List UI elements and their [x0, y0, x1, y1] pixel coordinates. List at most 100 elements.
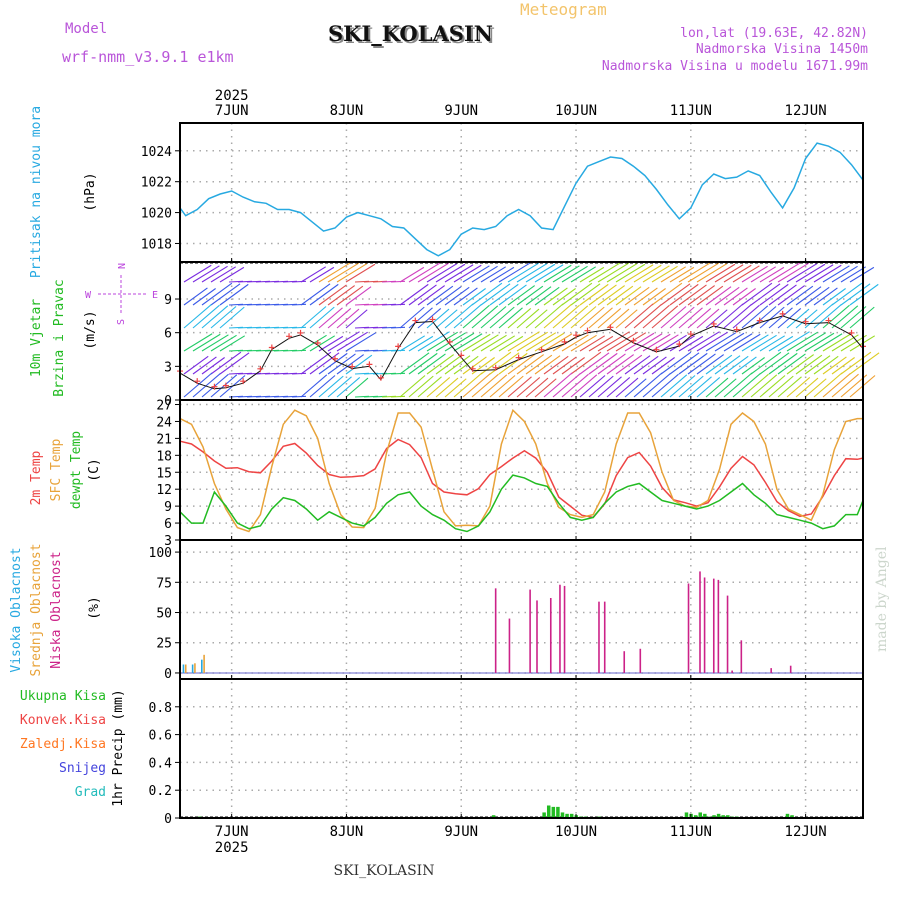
wind-barb: [678, 262, 711, 283]
wind-barb: [525, 354, 553, 375]
wind-barb: [534, 303, 564, 329]
wind-barb: [489, 306, 515, 329]
wind-barb: [840, 283, 871, 306]
wind-barb: [462, 356, 487, 375]
wind-barb: [471, 334, 499, 352]
wind-ylabel-1: 10m Vjetar: [29, 299, 44, 377]
wind-barb: [678, 352, 708, 375]
wind-barb: [399, 306, 425, 329]
wind-barb: [318, 262, 351, 283]
wind-barb: [741, 265, 768, 283]
wind-barb: [651, 265, 678, 283]
wind-barb: [543, 372, 573, 398]
wind-barb: [291, 372, 307, 375]
wind-barb: [570, 334, 597, 352]
wind-gust-marker: [802, 318, 809, 325]
wind-gust-marker: [710, 320, 717, 327]
wind-barb: [543, 333, 573, 352]
temp-2m-label: 2m Temp: [29, 450, 44, 505]
wind-barb: [678, 375, 704, 398]
wind-barb: [606, 331, 638, 352]
ytick-label-0-0: 1018: [141, 237, 172, 252]
wind-barb: [669, 283, 699, 306]
wind-barb: [291, 395, 307, 398]
wind-barb: [219, 283, 249, 306]
precip-bar: [721, 815, 725, 818]
wind-barb: [219, 335, 246, 352]
wind-barb: [408, 352, 438, 375]
pressure-unit-label: (hPa): [83, 172, 98, 211]
wind-barb: [183, 333, 213, 352]
wind-barb: [579, 306, 605, 329]
wind-barb: [426, 377, 451, 398]
wind-barb: [210, 334, 237, 352]
wind-barb: [507, 353, 536, 375]
wind-barb: [696, 285, 724, 306]
wind-barb: [750, 334, 777, 352]
wind-gust-marker: [825, 317, 832, 324]
wind-barb: [507, 308, 532, 329]
wind-barb: [525, 286, 552, 306]
wind-gust-marker: [395, 343, 402, 350]
credit-watermark: made by Angel: [874, 546, 890, 652]
wind-gust-marker: [469, 365, 476, 372]
wind-barb: [579, 283, 609, 306]
wind-barb: [300, 266, 327, 283]
wind-barb: [723, 372, 753, 398]
precip-bar: [560, 812, 565, 818]
wind-barb: [714, 355, 741, 375]
wind-gust-marker: [286, 333, 293, 340]
wind-barb: [561, 265, 588, 283]
wind-barb: [687, 285, 715, 306]
title-shadow: SKI_KOLASIN: [330, 23, 495, 48]
wind-barb: [408, 375, 434, 398]
wind-barb: [318, 352, 348, 375]
wind-barb: [795, 354, 823, 375]
precip-legend-1: Konvek.Kisa: [20, 713, 106, 728]
wind-barb: [642, 265, 670, 283]
precip-bar: [546, 805, 551, 818]
xtick-bottom-2: 9JUN: [444, 824, 478, 840]
wind-barb: [489, 266, 515, 283]
wind-barb: [300, 306, 327, 329]
wind-barb: [597, 353, 626, 375]
wind-gust-marker: [268, 344, 275, 351]
wind-barb: [759, 306, 785, 329]
wind-barb: [606, 377, 631, 398]
wind-barb: [750, 374, 778, 398]
wind-barb: [210, 283, 241, 306]
wind-barb: [606, 285, 634, 306]
wind-barb: [723, 287, 748, 306]
wind-barb: [471, 282, 503, 306]
wind-barb: [291, 280, 307, 283]
wind-barb: [291, 326, 307, 329]
wind-gust-marker: [492, 364, 499, 371]
temp-dewpt-label: dewpt Temp: [69, 431, 84, 509]
page-title: SKI_KOLASIN: [328, 21, 493, 46]
wind-barb: [309, 306, 335, 329]
wind-barb: [498, 352, 528, 375]
ytick-label-1-1: 3: [164, 360, 172, 375]
wind-barb: [525, 309, 548, 329]
wind-barb: [426, 285, 454, 306]
wind-barb: [399, 352, 430, 375]
wind-barb: [813, 333, 843, 352]
wind-barb: [669, 266, 695, 283]
wind-barb: [345, 332, 377, 352]
wind-barb: [552, 356, 577, 375]
wind-barb: [462, 304, 490, 329]
wind-gust-marker: [630, 337, 637, 344]
wind-barb: [606, 354, 634, 375]
wind-barb: [210, 306, 237, 329]
precip-legend-3: Snijeg: [59, 761, 106, 776]
wind-barb: [498, 284, 527, 306]
ytick-label-3-0: 0: [164, 667, 172, 682]
precip-bar: [698, 812, 702, 818]
wind-barb: [624, 332, 655, 352]
wind-barb: [318, 284, 347, 306]
wind-barb: [696, 354, 724, 375]
wind-barb: [543, 355, 569, 375]
wind-barb: [417, 262, 449, 283]
wind-barb: [705, 332, 737, 352]
precip-bar: [684, 812, 689, 818]
